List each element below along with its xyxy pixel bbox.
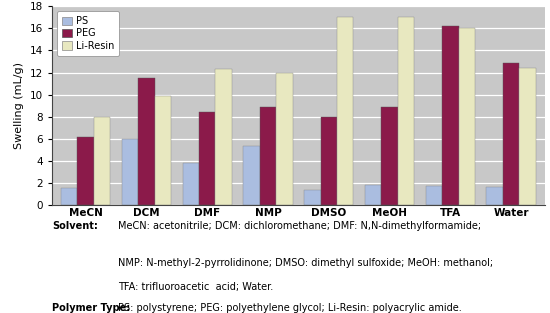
Bar xyxy=(199,112,216,205)
Bar xyxy=(519,68,536,205)
Text: Solvent:: Solvent: xyxy=(52,221,98,231)
Text: Polymer Type:: Polymer Type: xyxy=(52,303,130,313)
Bar xyxy=(94,117,111,205)
Text: NMP: N-methyl-2-pyrrolidinone; DMSO: dimethyl sulfoxide; MeOH: methanol;: NMP: N-methyl-2-pyrrolidinone; DMSO: dim… xyxy=(118,258,493,268)
Bar xyxy=(260,107,276,205)
Bar xyxy=(486,187,503,205)
Bar xyxy=(78,136,94,205)
Bar xyxy=(155,96,171,205)
Bar xyxy=(321,117,337,205)
Bar xyxy=(304,190,321,205)
Bar xyxy=(442,26,459,205)
Bar xyxy=(216,69,232,205)
Text: MeCN: acetonitrile; DCM: dichloromethane; DMF: N,N-dimethylformamide;: MeCN: acetonitrile; DCM: dichloromethane… xyxy=(118,221,481,231)
Bar xyxy=(244,146,260,205)
Bar xyxy=(459,28,475,205)
Bar xyxy=(503,63,519,205)
Legend: PS, PEG, Li-Resin: PS, PEG, Li-Resin xyxy=(57,11,119,56)
Bar xyxy=(183,163,199,205)
Bar xyxy=(381,107,398,205)
Bar xyxy=(337,17,353,205)
Bar xyxy=(365,185,381,205)
Text: PS: polystyrene; PEG: polyethylene glycol; Li-Resin: polyacrylic amide.: PS: polystyrene; PEG: polyethylene glyco… xyxy=(118,303,462,313)
Y-axis label: Swelling (mL/g): Swelling (mL/g) xyxy=(14,62,24,149)
Bar xyxy=(138,78,155,205)
Bar xyxy=(122,139,138,205)
Bar xyxy=(61,188,78,205)
Text: TFA: trifluoroacetic  acid; Water.: TFA: trifluoroacetic acid; Water. xyxy=(118,282,273,292)
Bar xyxy=(276,73,293,205)
Bar xyxy=(398,17,414,205)
Bar xyxy=(426,186,442,205)
